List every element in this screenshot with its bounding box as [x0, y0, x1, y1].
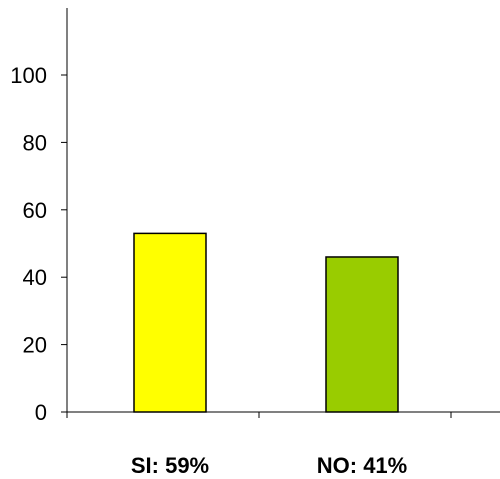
x-tick-marks: [66, 412, 452, 418]
y-tick-label: 100: [10, 63, 47, 88]
bars: [133, 232, 399, 413]
category-label: SI: 59%: [131, 453, 209, 478]
y-tick-label: 40: [23, 265, 47, 290]
y-tick-label: 20: [23, 333, 47, 358]
bar-si: [133, 232, 207, 413]
y-tick-label: 60: [23, 198, 47, 223]
y-tick-labels: 0 20 40 60 80 100: [10, 63, 67, 425]
category-label: NO: 41%: [317, 453, 407, 478]
y-tick-label: 0: [35, 400, 47, 425]
category-labels: SI: 59% NO: 41%: [131, 453, 407, 478]
bar-no: [325, 256, 399, 413]
y-tick-label: 80: [23, 130, 47, 155]
